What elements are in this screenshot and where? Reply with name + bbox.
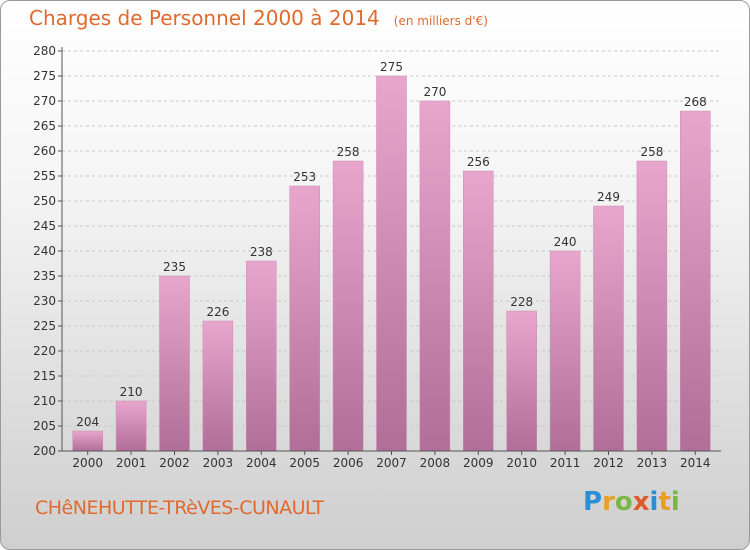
x-tick-label: 2005 xyxy=(289,456,320,470)
bar xyxy=(680,110,711,452)
bar xyxy=(72,430,103,452)
y-tick-label: 250 xyxy=(33,194,56,208)
bar-value-label: 270 xyxy=(423,85,446,99)
chart-title-text: Charges de Personnel 2000 à 2014 xyxy=(29,6,380,30)
bar-value-label: 268 xyxy=(684,95,707,109)
y-tick-label: 240 xyxy=(33,244,56,258)
x-tick-label: 2003 xyxy=(203,456,234,470)
logo-letter: t xyxy=(658,487,671,517)
bar-value-label: 226 xyxy=(206,305,229,319)
bar-value-label: 256 xyxy=(467,155,490,169)
x-tick-label: 2012 xyxy=(593,456,624,470)
y-tick-label: 225 xyxy=(33,319,56,333)
x-tick-label: 2000 xyxy=(72,456,103,470)
bar-value-label: 240 xyxy=(554,235,577,249)
logo-letter: i xyxy=(670,487,680,517)
y-tick-label: 265 xyxy=(33,119,56,133)
bar xyxy=(549,250,581,452)
x-tick-label: 2010 xyxy=(506,456,537,470)
bar-value-label: 204 xyxy=(76,415,99,429)
bar-value-label: 253 xyxy=(293,170,316,184)
bar xyxy=(419,100,451,452)
bar xyxy=(376,75,407,452)
bar xyxy=(115,400,147,452)
bar-value-label: 235 xyxy=(163,260,186,274)
commune-name: CHêNEHUTTE-TRèVES-CUNAULT xyxy=(35,497,324,519)
bar-value-label: 210 xyxy=(120,385,143,399)
y-tick-label: 220 xyxy=(33,344,56,358)
bar xyxy=(593,205,624,452)
bar-value-label: 275 xyxy=(380,60,403,74)
y-tick-label: 230 xyxy=(33,294,56,308)
x-tick-label: 2014 xyxy=(680,456,711,470)
y-tick-label: 215 xyxy=(33,369,56,383)
logo-letter: r xyxy=(602,487,615,517)
x-tick-label: 2011 xyxy=(550,456,581,470)
x-tick-label: 2013 xyxy=(637,456,668,470)
y-tick-label: 235 xyxy=(33,269,56,283)
y-tick-label: 200 xyxy=(33,444,56,458)
proxiti-logo: Proxiti xyxy=(583,487,680,517)
logo-letter: o xyxy=(614,487,633,517)
y-tick-label: 210 xyxy=(33,394,56,408)
bar xyxy=(332,160,364,452)
y-tick-label: 245 xyxy=(33,219,56,233)
x-tick-label: 2006 xyxy=(333,456,364,470)
axes: 200 205 210 215 220 225 230 235 240 245 250 255 260 2… xyxy=(33,44,721,470)
bar xyxy=(289,185,320,452)
x-tick-label: 2004 xyxy=(246,456,277,470)
y-tick-label: 255 xyxy=(33,169,56,183)
logo-letter: i xyxy=(649,487,659,517)
bar xyxy=(202,320,234,452)
bar xyxy=(636,160,668,452)
bar xyxy=(463,170,494,452)
bars: 204 210 235 226 238 253 258 275 270 256 228 240 249 2… xyxy=(72,60,711,452)
y-tick-label: 275 xyxy=(33,69,56,83)
logo-letter: P xyxy=(583,487,603,517)
chart-title: Charges de Personnel 2000 à 2014 (en mill… xyxy=(29,6,488,30)
y-tick-label: 270 xyxy=(33,94,56,108)
bar xyxy=(246,260,277,452)
bar-value-label: 228 xyxy=(510,295,533,309)
bar-value-label: 249 xyxy=(597,190,620,204)
bar xyxy=(506,310,537,452)
logo-letter: x xyxy=(632,487,650,517)
bar xyxy=(159,275,190,452)
y-tick-label: 260 xyxy=(33,144,56,158)
bar-value-label: 258 xyxy=(640,145,663,159)
bar-value-label: 258 xyxy=(337,145,360,159)
x-tick-label: 2009 xyxy=(463,456,494,470)
x-tick-label: 2002 xyxy=(159,456,190,470)
x-tick-label: 2008 xyxy=(420,456,451,470)
chart-subtitle: (en milliers d'€) xyxy=(393,14,488,28)
x-tick-label: 2007 xyxy=(376,456,407,470)
bar-value-label: 238 xyxy=(250,245,273,259)
x-tick-label: 2001 xyxy=(116,456,147,470)
y-tick-label: 205 xyxy=(33,419,56,433)
y-tick-label: 280 xyxy=(33,44,56,58)
